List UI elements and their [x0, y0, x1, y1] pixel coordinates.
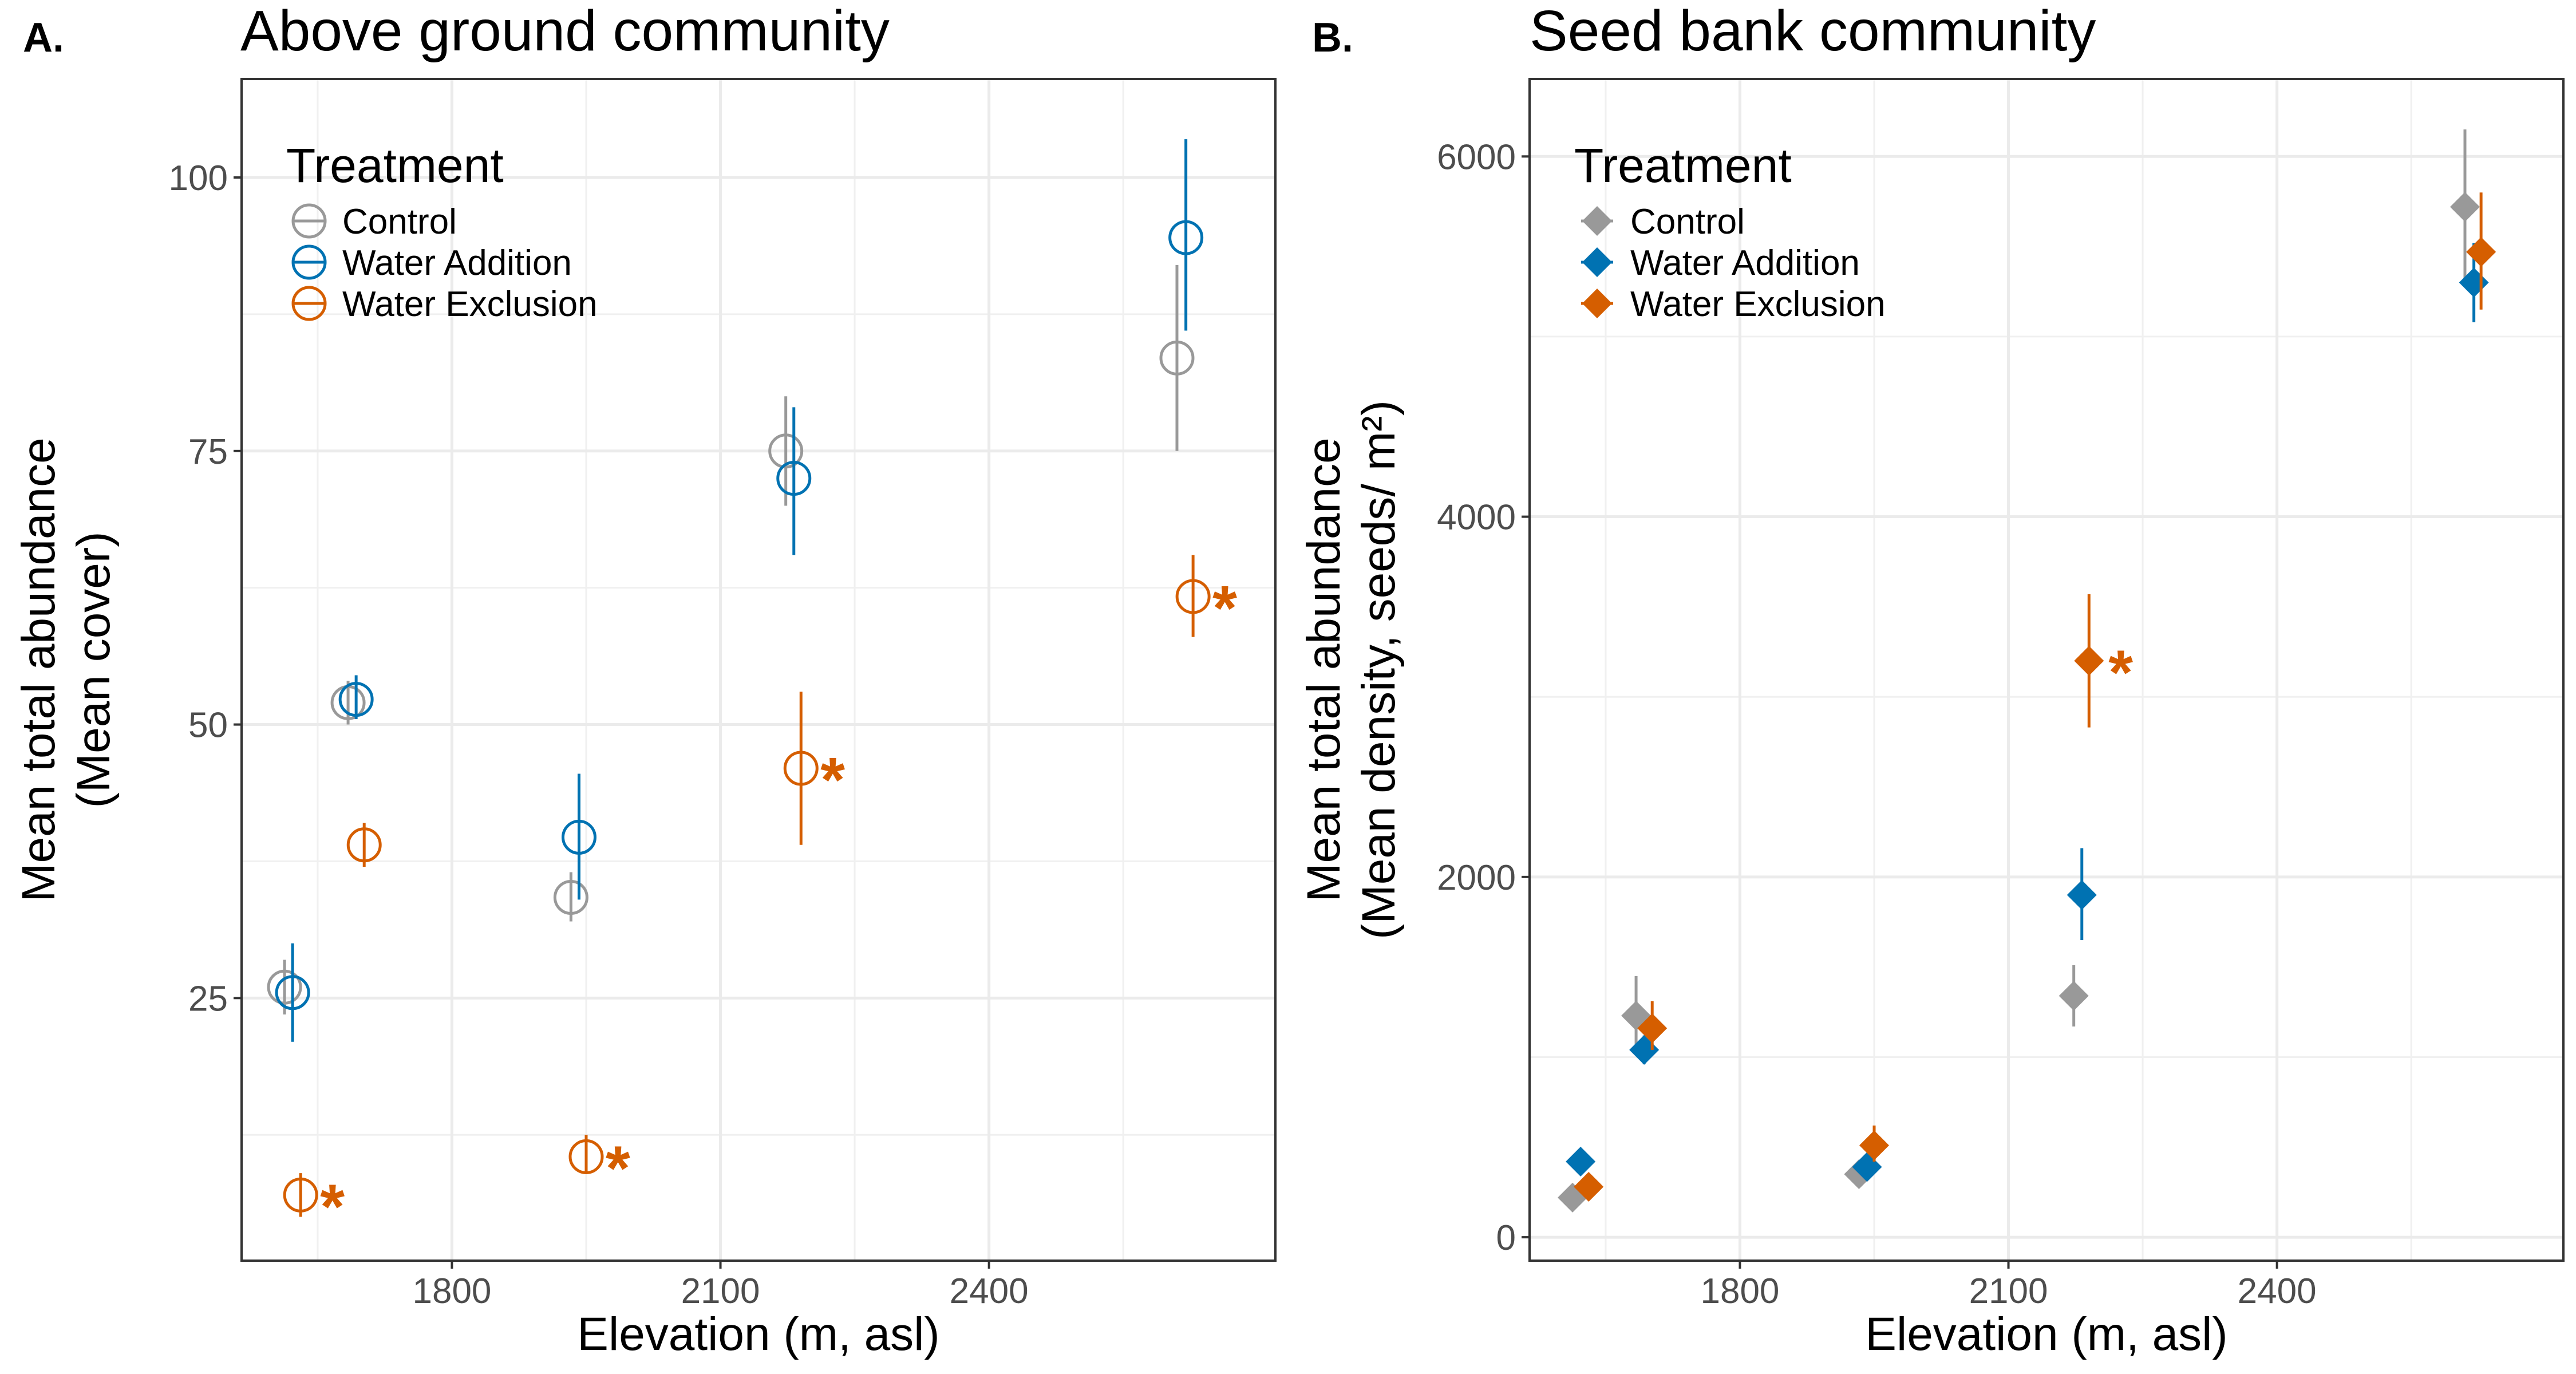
data-point — [2450, 192, 2480, 222]
legend-key-diamond — [1582, 206, 1612, 236]
panel-tag: A. — [23, 15, 64, 61]
data-point — [1566, 1146, 1596, 1176]
panel-border — [240, 78, 1277, 1262]
y-axis-label: Mean total abundance(Mean cover) — [13, 437, 120, 902]
y-tick-label: 100 — [169, 159, 228, 198]
data-point — [346, 827, 382, 863]
y-tick-label: 6000 — [1437, 137, 1516, 177]
data-point — [2059, 981, 2089, 1011]
data-point — [338, 682, 374, 717]
significance-marker: * — [320, 1171, 345, 1242]
data-point — [568, 1139, 604, 1174]
legend-label: Control — [1630, 202, 1745, 242]
panel-title: Above ground community — [240, 0, 890, 63]
data-point — [267, 969, 302, 1005]
panel-title: Seed bank community — [1530, 0, 2096, 63]
significance-marker: * — [1212, 573, 1237, 643]
data-point — [1637, 1013, 1668, 1044]
y-tick-label: 50 — [188, 706, 228, 745]
panel-a: 1800 2100 2400 25 50 75 100 A. Above ground comm… — [13, 0, 1277, 1360]
y-axis-label-line: Mean total abundance — [1298, 437, 1350, 902]
legend-label: Control — [342, 202, 457, 242]
legend-label: Water Exclusion — [1630, 285, 1886, 324]
data-point — [2459, 267, 2489, 298]
y-axis-label: Mean total abundance(Mean density, seeds… — [1298, 400, 1405, 939]
data-point — [783, 751, 819, 786]
data-point — [553, 880, 588, 915]
legend-label: Water Addition — [1630, 243, 1860, 283]
panel-b: 1800 2100 2400 0 2000 4000 6000 B. Seed bank com… — [1298, 0, 2565, 1360]
data-point — [561, 819, 596, 855]
y-tick-label: 25 — [188, 979, 228, 1018]
legend-key-diamond — [1582, 289, 1612, 318]
significance-marker: * — [606, 1133, 630, 1203]
data-point — [1574, 1172, 1604, 1202]
legend-label: Water Addition — [342, 243, 572, 283]
y-axis-label-line: Mean total abundance — [13, 437, 65, 902]
data-point — [2067, 880, 2097, 910]
legend-key-diamond — [1582, 247, 1612, 277]
y-tick-label: 4000 — [1437, 498, 1516, 538]
data-point — [1859, 1130, 1889, 1160]
legend-title: Treatment — [1574, 139, 1792, 192]
panel-border — [1528, 78, 2565, 1262]
x-tick-label: 1800 — [1700, 1272, 1779, 1311]
y-tick-label: 75 — [188, 432, 228, 472]
x-tick-label: 2100 — [681, 1272, 760, 1311]
data-point — [1168, 220, 1204, 255]
panel-tag: B. — [1312, 15, 1353, 61]
legend-title: Treatment — [286, 139, 504, 192]
data-point — [768, 433, 804, 469]
data-point — [2074, 646, 2104, 676]
y-axis-label-line: (Mean density, seeds/ m²) — [1353, 400, 1405, 939]
legend-label: Water Exclusion — [342, 285, 598, 324]
data-point — [1159, 340, 1195, 376]
y-axis-label-line: (Mean cover) — [68, 531, 120, 808]
data-point — [2466, 237, 2496, 267]
x-tick-label: 1800 — [412, 1272, 491, 1311]
x-axis-label: Elevation (m, asl) — [577, 1308, 939, 1360]
data-point — [275, 975, 310, 1010]
significance-marker: * — [820, 745, 845, 815]
x-axis-label: Elevation (m, asl) — [1865, 1308, 2227, 1360]
x-tick-label: 2400 — [2238, 1272, 2317, 1311]
y-tick-label: 0 — [1496, 1218, 1516, 1258]
x-tick-label: 2100 — [1969, 1272, 2048, 1311]
data-point — [1175, 579, 1211, 614]
x-tick-label: 2400 — [950, 1272, 1029, 1311]
data-point — [776, 461, 812, 496]
data-point — [283, 1177, 318, 1213]
significance-marker: * — [2108, 637, 2133, 708]
y-tick-label: 2000 — [1437, 858, 1516, 898]
